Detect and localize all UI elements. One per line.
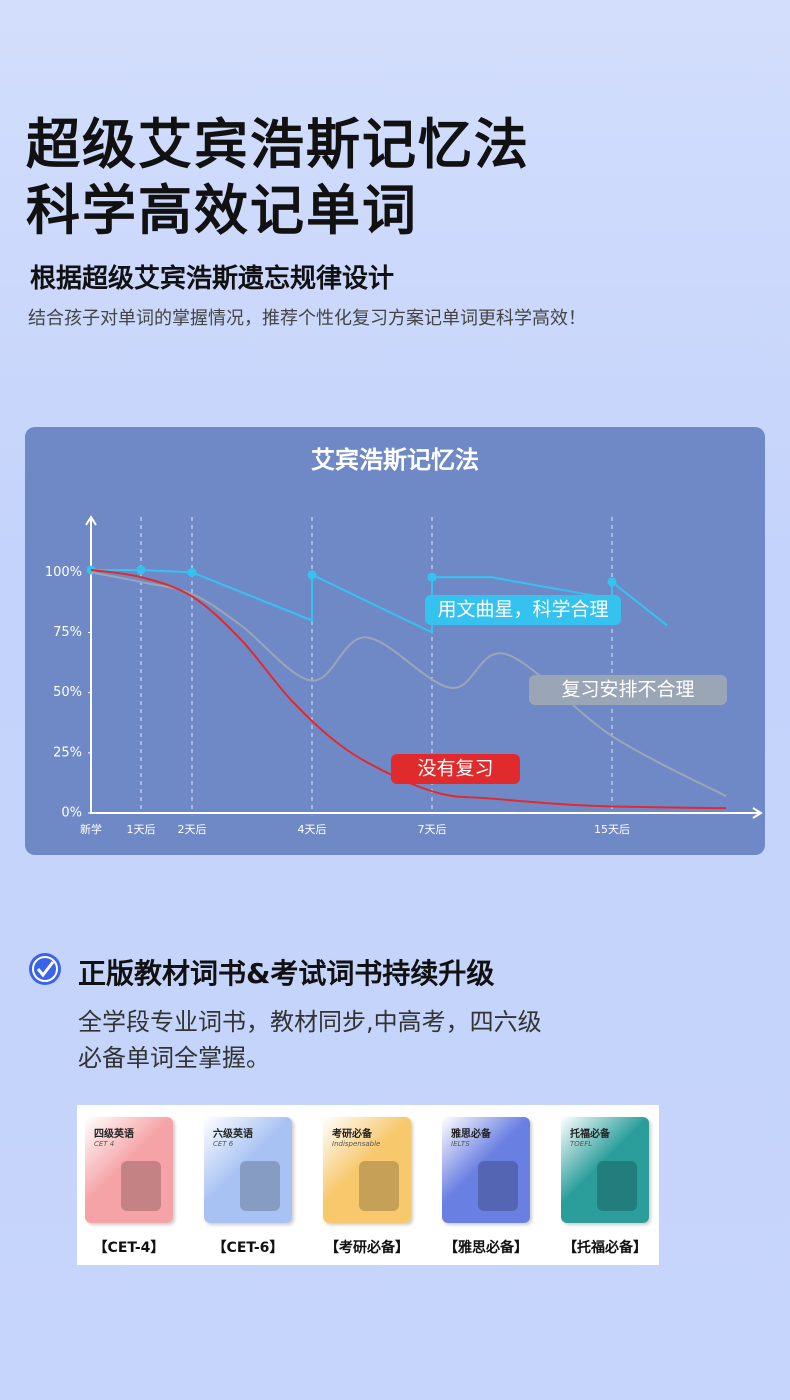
cover-title: 六级英语 <box>213 1129 253 1140</box>
y-tick-label: 25% <box>53 745 82 760</box>
subtitle: 根据超级艾宾浩斯遗忘规律设计 <box>30 264 395 294</box>
cover-art <box>478 1161 518 1211</box>
series-line <box>91 568 668 635</box>
legend-label: 用文曲星，科学合理 <box>437 599 608 621</box>
legend-label: 复习安排不合理 <box>561 679 694 701</box>
book-cover: 四级英语 CET 4 <box>85 1117 173 1223</box>
check-icon <box>29 953 61 985</box>
cover-art <box>240 1161 280 1211</box>
book-cover: 雅思必备 IELTS <box>442 1117 530 1223</box>
cover-subtitle: TOEFL <box>570 1140 593 1148</box>
cover-art <box>597 1161 637 1211</box>
book-label: 【雅思必备】 <box>444 1240 528 1256</box>
book-label: 【托福必备】 <box>563 1240 647 1256</box>
x-tick-label: 7天后 <box>418 823 447 836</box>
cover-title: 四级英语 <box>94 1129 134 1140</box>
x-tick-label: 1天后 <box>127 823 156 836</box>
description: 结合孩子对单词的掌握情况，推荐个性化复习方案记单词更科学高效！ <box>28 308 586 329</box>
x-tick-label: 4天后 <box>298 823 327 836</box>
axes <box>90 517 761 814</box>
point-marker <box>136 565 146 575</box>
point-marker <box>607 577 617 587</box>
legend-label: 没有复习 <box>417 758 493 780</box>
legend-chip <box>425 595 621 625</box>
feature-body: 全学段专业词书，教材同步,中高考，四六级 <box>78 1008 542 1036</box>
legend-chip <box>391 754 520 784</box>
point-marker <box>307 570 317 580</box>
book-cover: 六级英语 CET 6 <box>204 1117 292 1223</box>
y-tick-label: 100% <box>45 565 82 580</box>
chart: 艾宾浩斯记忆法 新学 1天后 2天后 4天后 7天后 15天后 0% 25% 50% 75% 100… <box>25 427 765 855</box>
cover-subtitle: CET 6 <box>213 1140 234 1148</box>
y-tick-label: 75% <box>53 625 82 640</box>
legend-chip <box>529 675 727 705</box>
y-tick-label: 0% <box>61 806 82 821</box>
y-tick-label: 50% <box>53 685 82 700</box>
title-line: 超级艾宾浩斯记忆法 <box>26 113 530 176</box>
cover-subtitle: IELTS <box>451 1140 470 1148</box>
book-cover: 考研必备 Indispensable <box>323 1117 411 1223</box>
book-label: 【考研必备】 <box>325 1240 409 1256</box>
cover-title: 考研必备 <box>332 1129 372 1140</box>
point-marker <box>427 572 437 582</box>
book-label: 【CET-4】 <box>93 1240 165 1256</box>
chart-panel <box>25 427 765 855</box>
cover-art <box>121 1161 161 1211</box>
chart-title: 艾宾浩斯记忆法 <box>311 446 479 474</box>
point-marker <box>187 567 197 577</box>
feature-title: 正版教材词书&考试词书持续升级 <box>78 957 495 990</box>
x-tick-label: 新学 <box>80 822 102 836</box>
series-line <box>90 568 727 810</box>
book-label: 【CET-6】 <box>212 1240 284 1256</box>
book-cover: 托福必备 TOEFL <box>561 1117 649 1223</box>
cover-title: 雅思必备 <box>451 1129 491 1140</box>
cover-title: 托福必备 <box>570 1129 610 1140</box>
book-strip: 四级英语 CET 4 【CET-4】 六级英语 CET 6 【CET-6】 考研必备… <box>77 1105 659 1265</box>
feature-body: 必备单词全掌握。 <box>78 1044 270 1072</box>
title-line: 科学高效记单词 <box>26 179 418 242</box>
cover-subtitle: CET 4 <box>94 1140 115 1148</box>
cover-subtitle: Indispensable <box>332 1140 381 1148</box>
x-tick-label: 2天后 <box>178 823 207 836</box>
x-tick-label: 15天后 <box>594 823 630 836</box>
axis-arrow <box>85 515 763 819</box>
cover-art <box>359 1161 399 1211</box>
